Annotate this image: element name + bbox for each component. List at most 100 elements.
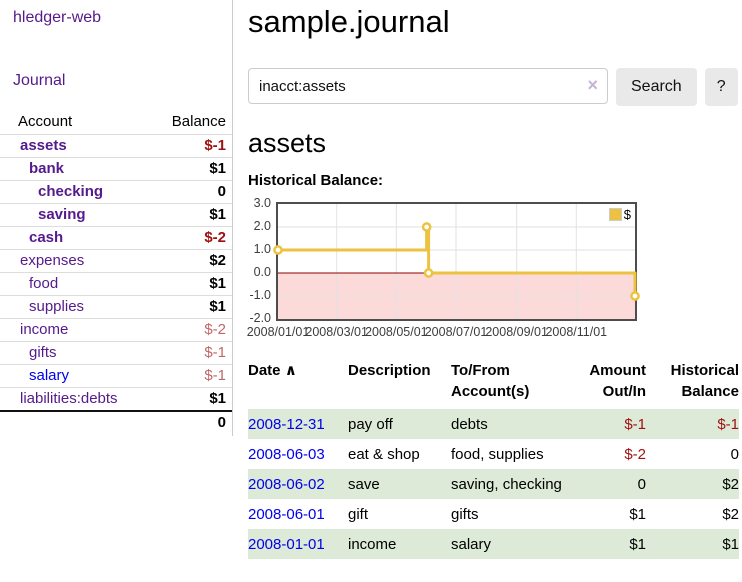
chart-title: Historical Balance: <box>248 172 384 189</box>
x-tick-label: 2008/11/01 <box>545 325 608 339</box>
x-tick-label: 2008/05/01 <box>365 325 428 339</box>
account-balance: $-1 <box>153 341 232 365</box>
account-row: bank $1 <box>0 157 232 181</box>
account-link[interactable]: expenses <box>20 252 85 269</box>
txn-header-description: Description <box>348 362 431 379</box>
txn-date-cell: 2008-01-01 <box>248 529 348 559</box>
search-box: × <box>248 68 608 106</box>
account-balance: $1 <box>153 295 232 319</box>
account-link[interactable]: saving <box>38 206 86 223</box>
y-tick-label: 3.0 <box>253 196 271 210</box>
accounts-header-row: Account Balance <box>0 110 232 135</box>
page: hledger-web Journal Account Balance asse… <box>0 0 742 559</box>
account-row: supplies $1 <box>0 295 232 319</box>
txn-description: eat & shop <box>348 446 420 463</box>
accounts-total-balance: 0 <box>153 410 232 434</box>
search-button[interactable]: Search <box>616 68 697 106</box>
accounts-header-account: Account <box>0 110 154 135</box>
account-row: salary $-1 <box>0 364 232 388</box>
account-name-cell: saving <box>0 203 154 227</box>
main-content: sample.journal × Search ? assets Histori… <box>233 0 742 559</box>
x-tick-label: 2008/09/01 <box>485 325 548 339</box>
transaction-row: 2008-06-01 gift gifts $1 $2 <box>248 499 739 529</box>
account-link[interactable]: liabilities:debts <box>20 390 118 407</box>
account-link[interactable]: food <box>29 275 59 292</box>
accounts-total-spacer <box>0 410 154 434</box>
txn-header-historical: Historical Balance <box>670 362 739 400</box>
txn-date-link[interactable]: 2008-12-31 <box>248 416 325 433</box>
y-tick-label: 1.0 <box>253 242 271 256</box>
txn-header-date[interactable]: Date ∧ <box>248 362 297 379</box>
account-name-cell: liabilities:debts <box>0 387 154 412</box>
x-tick-label: 2008/03/01 <box>305 325 368 339</box>
account-link[interactable]: gifts <box>29 344 57 361</box>
txn-balance: 0 <box>730 446 739 463</box>
account-row: expenses $2 <box>0 249 232 273</box>
txn-date-link[interactable]: 2008-01-01 <box>248 536 325 553</box>
account-link[interactable]: income <box>20 321 69 338</box>
clear-search-icon[interactable]: × <box>587 75 598 95</box>
chart-canvas <box>273 204 640 319</box>
txn-accounts: saving, checking <box>451 469 569 499</box>
help-button[interactable]: ? <box>704 68 738 106</box>
txn-header-amount: Amount Out/In <box>589 362 646 400</box>
txn-accounts: gifts <box>451 506 479 523</box>
account-name-cell: salary <box>0 364 154 388</box>
account-balance: $-2 <box>153 318 232 342</box>
y-tick-label: 2.0 <box>253 219 271 233</box>
data-point-marker <box>423 268 434 278</box>
account-row: checking 0 <box>0 180 232 204</box>
txn-date-cell: 2008-06-01 <box>248 499 348 529</box>
transaction-row: 2008-06-03 eat & shop food, supplies $-2 0 <box>248 439 739 469</box>
account-name-cell: supplies <box>0 295 154 319</box>
sort-ascending-icon: ∧ <box>284 362 297 379</box>
txn-accounts: salary <box>451 529 569 559</box>
account-name-cell: cash <box>0 226 154 250</box>
txn-date-link[interactable]: 2008-06-03 <box>248 446 325 463</box>
account-name-cell: checking <box>0 180 154 204</box>
account-row: liabilities:debts $1 <box>0 387 232 412</box>
txn-date-link[interactable]: 2008-06-01 <box>248 506 325 523</box>
txn-date-cell: 2008-06-03 <box>248 439 348 469</box>
account-link[interactable]: bank <box>29 160 65 177</box>
account-row: saving $1 <box>0 203 232 227</box>
txn-date-link[interactable]: 2008-06-02 <box>248 476 325 493</box>
txn-balance: $-1 <box>646 409 739 439</box>
transactions-table: Date ∧ Description To/From Account(s) Amoun… <box>248 360 739 559</box>
txn-balance: $2 <box>722 506 739 523</box>
txn-accounts: food, supplies <box>451 446 544 463</box>
account-name-cell: expenses <box>0 249 154 273</box>
account-link[interactable]: assets <box>20 137 67 154</box>
account-link[interactable]: salary <box>29 367 70 384</box>
y-tick-label: -2.0 <box>249 311 271 325</box>
txn-amount: 0 <box>569 469 646 499</box>
historical-balance-chart: 3.0 2.0 1.0 0.0 -1.0 -2.0 $ 2008/01/01 2008/03… <box>247 196 640 341</box>
txn-amount: $1 <box>569 529 646 559</box>
x-tick-label: 2008/07/01 <box>424 325 488 339</box>
search-input[interactable] <box>248 68 608 104</box>
sidebar-item-journal[interactable]: Journal <box>13 72 66 89</box>
txn-amount: $-2 <box>624 446 646 463</box>
x-tick-label: 2008/01/01 <box>246 325 310 339</box>
account-balance: $1 <box>153 203 232 227</box>
txn-description: pay off <box>348 409 451 439</box>
account-link[interactable]: checking <box>38 183 104 200</box>
transactions-header-row: Date ∧ Description To/From Account(s) Amoun… <box>248 360 739 409</box>
account-name-cell: bank <box>0 157 154 181</box>
data-point-marker <box>421 222 432 232</box>
account-link[interactable]: cash <box>29 229 64 246</box>
txn-accounts: debts <box>451 409 569 439</box>
account-name-cell: income <box>0 318 154 342</box>
account-link[interactable]: supplies <box>29 298 85 315</box>
txn-date-cell: 2008-06-02 <box>248 469 348 499</box>
txn-balance: $1 <box>646 529 739 559</box>
accounts-total-row: 0 <box>0 410 232 434</box>
txn-description: gift <box>348 506 369 523</box>
brand-link[interactable]: hledger-web <box>13 9 102 26</box>
transaction-row: 2008-12-31 pay off debts $-1 $-1 <box>248 409 739 439</box>
account-row: assets $-1 <box>0 134 232 158</box>
account-row: income $-2 <box>0 318 232 342</box>
chart-legend: $ <box>607 207 632 222</box>
account-balance: 0 <box>153 180 232 204</box>
sidebar: hledger-web Journal Account Balance asse… <box>0 0 233 436</box>
